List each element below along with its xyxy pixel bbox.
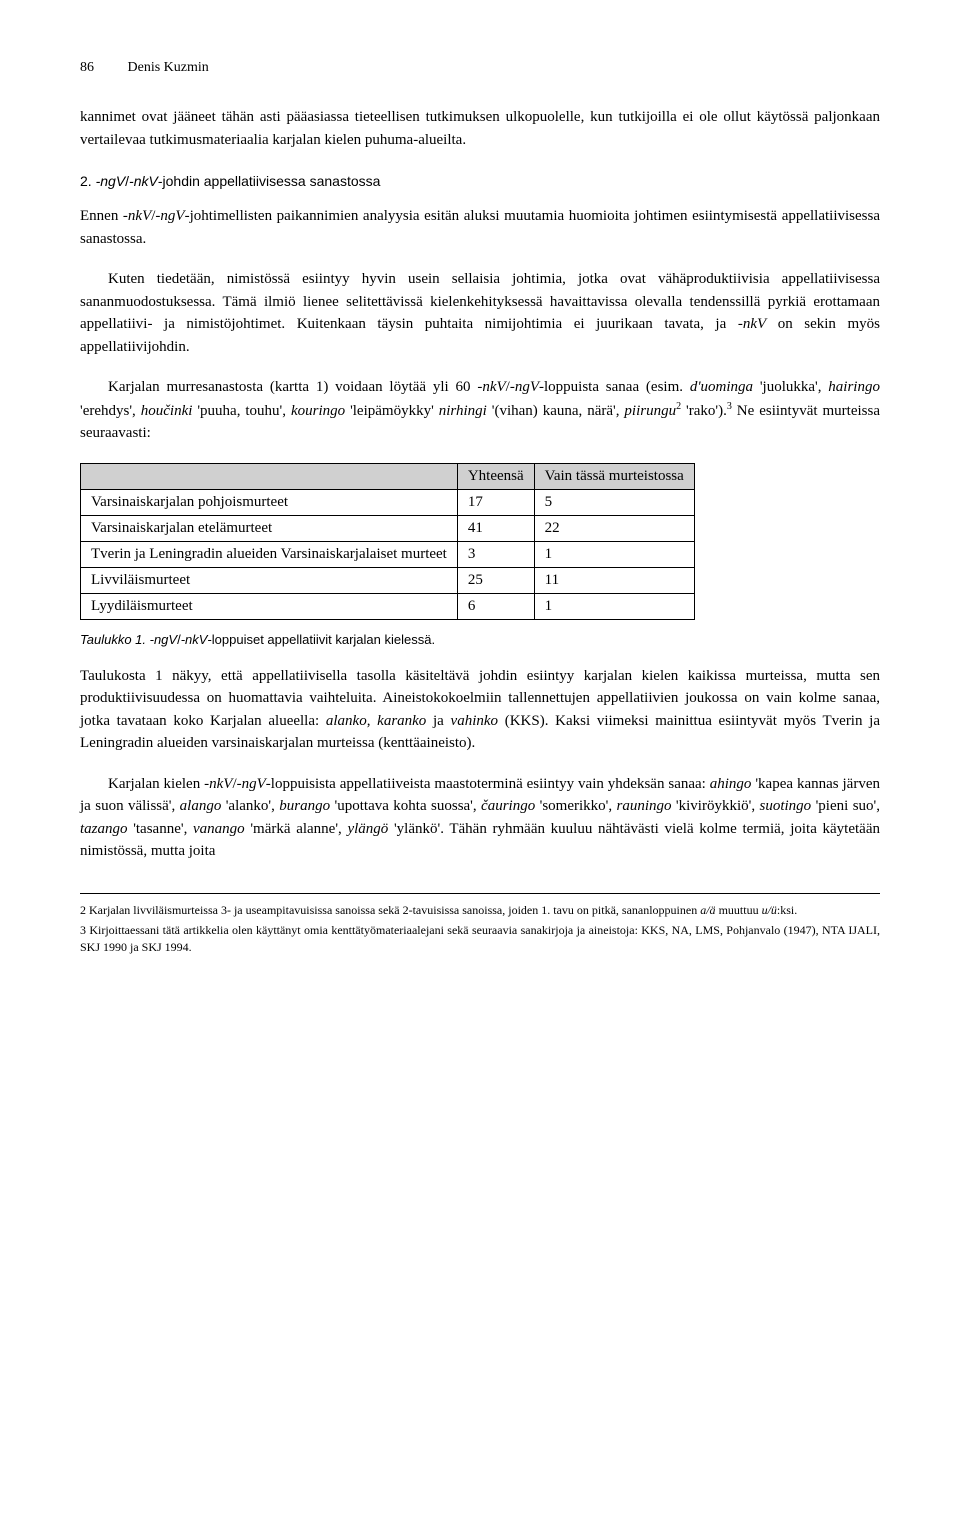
table-cell: 3 [457, 541, 534, 567]
para3b: -nkV [738, 316, 766, 332]
para6v: ylängö [347, 821, 388, 837]
table-cell: 11 [534, 567, 694, 593]
table-cell: 1 [534, 593, 694, 619]
para6m: 'somerikko', [535, 798, 616, 814]
section-title-d: -johdin appellatiivisessa sanastossa [158, 173, 381, 189]
para6e: -loppuisista appellatiiveista maastoterm… [266, 776, 710, 792]
para2e: -johtimellisten paikannimien analyysia e… [80, 208, 880, 247]
para4h: hairingo [828, 379, 880, 395]
table-row: Livviläismurteet 25 11 [81, 567, 695, 593]
para4a: Karjalan murresanastosta (kartta 1) void… [108, 379, 477, 395]
author-name: Denis Kuzmin [128, 60, 209, 76]
fn2b: a/ä [700, 903, 715, 917]
para6s: 'tasanne', [128, 821, 193, 837]
para6n: rauningo [617, 798, 672, 814]
para4l: kou­ringo [291, 403, 345, 419]
para4o: '(vihan) kauna, närä', [487, 403, 625, 419]
section-title-a: -ngV [96, 173, 126, 189]
fn2a: 2 Karjalan livviläismurteissa 3- ja usea… [80, 903, 700, 917]
para6q: 'pieni suo', [811, 798, 880, 814]
para5b: alanko [326, 713, 367, 729]
table-cell: Tverin ja Leningradin alueiden Varsinais… [81, 541, 458, 567]
para4d: -ngV [510, 379, 539, 395]
para4j: houčinki [141, 403, 193, 419]
table-cell: 6 [457, 593, 534, 619]
para6k: 'upottava kohta suossa', [330, 798, 481, 814]
table-cell: Varsinaiskarjalan etelämurteet [81, 515, 458, 541]
para4k: 'puuha, touhu', [192, 403, 291, 419]
intro-paragraph: kannimet ovat jääneet tähän asti pääasia… [80, 106, 880, 151]
para2a: Ennen [80, 208, 123, 224]
para2: Ennen -nkV/-ngV-johtimellisten paikannim… [80, 205, 880, 250]
table-caption: Taulukko 1. -ngV/-nkV-loppuiset appellat… [80, 632, 880, 647]
section-number: 2. [80, 173, 92, 189]
table-row: Tverin ja Leningradin alueiden Varsinais… [81, 541, 695, 567]
table-cell: Varsinaiskarjalan pohjoismurteet [81, 489, 458, 515]
para6l: čauringo [481, 798, 535, 814]
fn2c: muuttuu [716, 903, 762, 917]
table-cell: 41 [457, 515, 534, 541]
para5c: , [367, 713, 377, 729]
para6h: alango [180, 798, 222, 814]
para4f: d'uominga [690, 379, 753, 395]
para6u: 'märkä alanne', [245, 821, 348, 837]
footnote-3: 3 Kirjoittaessani tätä artikkelia olen k… [80, 922, 880, 956]
table-header-2: Vain tässä murteistossa [534, 463, 694, 489]
table-header-1: Yhteensä [457, 463, 534, 489]
table-header-row: Yhteensä Vain tässä murteistossa [81, 463, 695, 489]
para6f: ahingo [710, 776, 752, 792]
dialect-table: Yhteensä Vain tässä murteistossa Varsina… [80, 463, 695, 620]
para4p: piirungu [624, 403, 676, 419]
table-row: Varsinaiskarjalan pohjoismurteet 17 5 [81, 489, 695, 515]
para4b: -nkV [477, 379, 505, 395]
para5f: vahinko [451, 713, 498, 729]
para4q: 'rako'). [681, 403, 727, 419]
table-cell: 5 [534, 489, 694, 515]
section-title-c: -nkV [129, 173, 158, 189]
para6a: Karjalan kielen [108, 776, 204, 792]
table-cell: Lyydiläismurteet [81, 593, 458, 619]
footnotes: 2 Karjalan livviläismurteissa 3- ja usea… [80, 893, 880, 956]
section-heading: 2. -ngV/-nkV-johdin appellatiivisessa sa… [80, 173, 880, 189]
table-cell: Livviläismurteet [81, 567, 458, 593]
fn2e: :ksi. [777, 903, 797, 917]
table-row: Varsinaiskarjalan etelämurteet 41 22 [81, 515, 695, 541]
caption-e: -loppuiset appellatiivit karjalan kieles… [207, 632, 435, 647]
footnote-2: 2 Karjalan livviläismurteissa 3- ja usea… [80, 902, 880, 919]
para2d: -ngV [155, 208, 184, 224]
fn2d: u/ü [762, 903, 777, 917]
para4e: -loppuista sanaa (esim. [539, 379, 690, 395]
caption-a: Taulukko 1. [80, 632, 146, 647]
para4g: 'juolukka', [753, 379, 828, 395]
para4n: nirhingi [439, 403, 487, 419]
caption-b: -ngV [146, 632, 177, 647]
para4i: 'erehdys', [80, 403, 141, 419]
table-cell: 1 [534, 541, 694, 567]
para6d: -ngV [237, 776, 266, 792]
para6r: tazango [80, 821, 128, 837]
para6b: -nkV [204, 776, 232, 792]
table-cell: 22 [534, 515, 694, 541]
page-number: 86 [80, 60, 94, 76]
para6p: suo­tingo [760, 798, 812, 814]
table-row: Lyydiläismurteet 6 1 [81, 593, 695, 619]
para6t: vanango [193, 821, 245, 837]
para4m: 'leipämöykky' [345, 403, 439, 419]
page-header: 86 Denis Kuzmin [80, 60, 880, 76]
table-header-0 [81, 463, 458, 489]
para6: Karjalan kielen -nkV/-ngV-loppuisista ap… [80, 773, 880, 863]
para3: Kuten tiedetään, nimistössä esiintyy hyv… [80, 268, 880, 358]
para6i: 'alanko', [221, 798, 279, 814]
table-cell: 17 [457, 489, 534, 515]
para5: Taulukosta 1 näkyy, että appellatiivisel… [80, 665, 880, 755]
para5e: ja [426, 713, 450, 729]
para4: Karjalan murresanastosta (kartta 1) void… [80, 376, 880, 445]
caption-d: -nkV [181, 632, 208, 647]
para5d: karanko [377, 713, 426, 729]
para6j: burango [279, 798, 330, 814]
para2b: -nkV [123, 208, 151, 224]
para6o: 'kiviröykkiö', [672, 798, 760, 814]
table-cell: 25 [457, 567, 534, 593]
